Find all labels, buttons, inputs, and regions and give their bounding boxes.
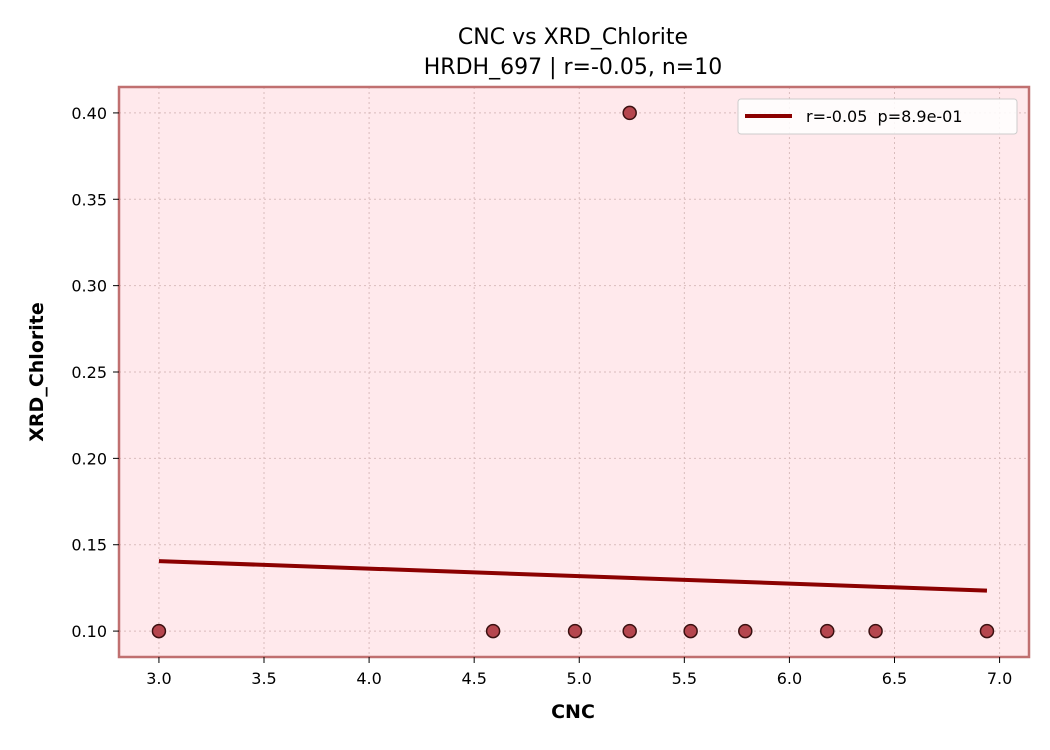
chart-title: CNC vs XRD_Chlorite	[458, 25, 688, 50]
x-tick-label: 3.5	[251, 669, 276, 688]
data-point	[622, 623, 637, 639]
fit-line-group	[158, 559, 988, 593]
data-point	[151, 623, 167, 639]
data-point	[622, 105, 637, 121]
y-tick-label: 0.15	[71, 536, 107, 555]
y-tick-label: 0.10	[71, 622, 107, 641]
x-tick-label: 5.0	[567, 669, 592, 688]
y-tick-label: 0.35	[71, 190, 107, 209]
x-tick-label: 3.0	[146, 669, 171, 688]
fit-line	[158, 559, 988, 593]
data-point	[738, 623, 753, 639]
data-point	[868, 623, 883, 639]
x-tick-label: 4.0	[356, 669, 381, 688]
points-group	[151, 105, 995, 639]
legend: r=-0.05 p=8.9e-01	[737, 98, 1018, 135]
y-axis-label: XRD_Chlorite	[26, 302, 48, 441]
y-tick-label: 0.40	[71, 104, 107, 123]
chart-subtitle: HRDH_697 | r=-0.05, n=10	[424, 55, 722, 80]
x-tick-label: 6.5	[882, 669, 907, 688]
x-tick-label: 7.0	[987, 669, 1012, 688]
legend-label: r=-0.05 p=8.9e-01	[806, 107, 963, 126]
data-point	[683, 623, 698, 639]
data-point	[485, 623, 501, 639]
data-point	[567, 623, 583, 639]
legend-box	[737, 98, 1018, 135]
data-point	[979, 623, 995, 639]
data-point	[819, 623, 835, 639]
x-axis-label: CNC	[551, 701, 595, 723]
y-tick-label: 0.25	[71, 363, 107, 382]
x-tick-label: 4.5	[461, 669, 486, 688]
x-tick-label: 5.5	[672, 669, 697, 688]
y-tick-label: 0.20	[71, 449, 107, 468]
y-tick-label: 0.30	[71, 277, 107, 296]
ticks-group: 3.0 3.5 4.0 4.5 5.0 5.5 6.0 6.5 7.0 0.10 0.15 0.20 0…	[71, 104, 1012, 688]
x-tick-label: 6.0	[777, 669, 802, 688]
